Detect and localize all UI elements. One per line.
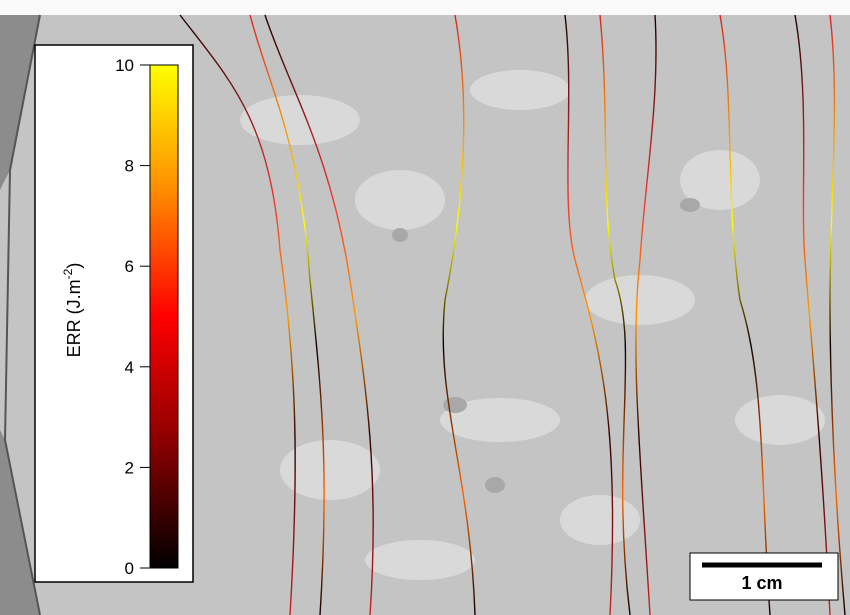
tick-label: 0 xyxy=(125,559,134,578)
crack-fronts xyxy=(179,14,846,615)
microstructure xyxy=(240,70,825,580)
colorbar-label: ERR (J.m-2) xyxy=(61,263,84,358)
label-exponent: -2 xyxy=(61,268,75,279)
label-text: ERR (J.m xyxy=(64,279,84,357)
tick-label: 6 xyxy=(125,257,134,276)
tick-label: 10 xyxy=(115,56,134,75)
colorbar xyxy=(149,64,179,569)
tick-label: 2 xyxy=(125,458,134,477)
tick-label: 8 xyxy=(125,157,134,176)
tick-label: 4 xyxy=(125,358,134,377)
specimen-outline xyxy=(3,14,41,615)
label-suffix: ) xyxy=(64,263,84,269)
scale-bar-label: 1 cm xyxy=(741,573,782,593)
scale-bar-box xyxy=(689,552,839,601)
dark-inclusions xyxy=(392,198,700,493)
